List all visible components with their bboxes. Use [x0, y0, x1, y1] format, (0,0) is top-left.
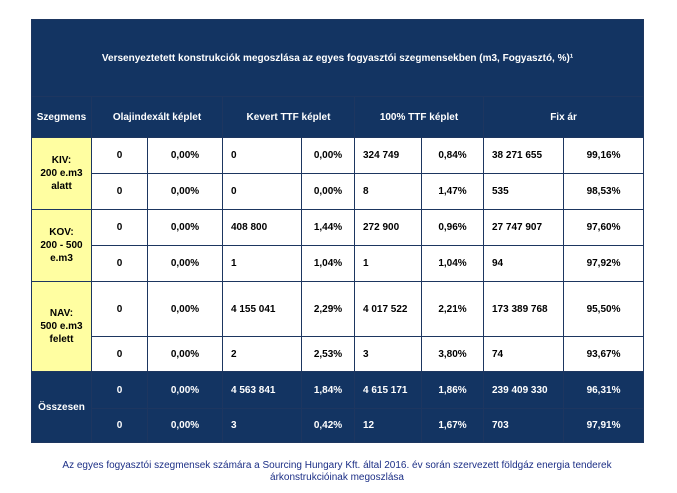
table-cell: 0,00%: [301, 173, 355, 210]
table-cell: 0,00%: [301, 137, 355, 174]
table-cell: 1,47%: [421, 173, 484, 210]
total-cell: 1,67%: [421, 408, 484, 443]
table-cell: 97,60%: [562, 209, 645, 246]
table-cell: 98,53%: [562, 173, 645, 210]
table-cell: 99,16%: [562, 137, 645, 174]
table-cell: 0: [222, 137, 302, 174]
total-cell: 1,84%: [301, 371, 355, 409]
table-row: KIV: 200 e.m3 alatt 0 0,00% 0 0,00% 324 749 0,84…: [31, 137, 645, 210]
table-row: 0 0,00% 2 2,53% 3 3,80% 74 93,67%: [32, 336, 645, 372]
table-cell: 4 155 041: [222, 281, 302, 337]
table-cell: 0: [91, 209, 148, 246]
column-header-row: Szegmens Olajindexált képlet Kevert TTF …: [31, 96, 645, 138]
total-cell: 239 409 330: [483, 371, 564, 409]
table-cell: 0,00%: [147, 173, 223, 210]
table-cell: 3,80%: [421, 336, 484, 372]
table-cell: 0,00%: [147, 281, 223, 337]
total-row: Összesen 0 0,00% 4 563 841 1,84% 4 615 171 1,8…: [31, 371, 645, 443]
table-cell: 27 747 907: [483, 209, 564, 246]
table-cell: 95,50%: [562, 281, 645, 337]
total-cell: 96,31%: [562, 371, 645, 409]
total-rows: Összesen 0 0,00% 4 563 841 1,84% 4 615 171 1,8…: [31, 371, 645, 443]
consumer-segment-table-container: Versenyeztetett konstrukciók megoszlása …: [30, 19, 645, 443]
table-cell: 272 900: [354, 209, 422, 246]
segment-label: NAV: 500 e.m3 felett: [31, 281, 92, 372]
table-cell: 93,67%: [562, 336, 645, 372]
table-cell: 0,00%: [147, 137, 223, 174]
table-row: 0 0,00% 0 0,00% 8 1,47% 535 98,53%: [32, 173, 645, 210]
total-cell: 0,42%: [301, 408, 355, 443]
header-mixed-ttf: Kevert TTF képlet: [222, 96, 355, 138]
table-cell: 1: [222, 245, 302, 282]
table-cell: 0: [91, 281, 148, 337]
table-cell: 2,21%: [421, 281, 484, 337]
table-caption: Az egyes fogyasztói szegmensek számára a…: [62, 460, 612, 483]
table-cell: 0: [91, 336, 148, 372]
table-cell: 0: [91, 245, 148, 282]
table-row: KOV: 200 - 500 e.m3 0 0,00% 408 800 1,44% 272 9…: [31, 209, 645, 282]
table-cell: 0,84%: [421, 137, 484, 174]
table-cell: 0,00%: [147, 209, 223, 246]
total-cell: 3: [222, 408, 302, 443]
segment-label: KOV: 200 - 500 e.m3: [31, 209, 92, 282]
table-cell: 1: [354, 245, 422, 282]
total-cell: 97,91%: [562, 408, 645, 443]
total-cell: 0: [91, 408, 148, 443]
table-cell: 38 271 655: [483, 137, 564, 174]
table-cell: 0: [222, 173, 302, 210]
table-cell: 535: [483, 173, 564, 210]
table-cell: 1,44%: [301, 209, 355, 246]
total-cell: 0,00%: [147, 408, 223, 443]
total-cell: 4 563 841: [222, 371, 302, 409]
header-segment: Szegmens: [31, 96, 92, 138]
consumer-segment-table: Versenyeztetett konstrukciók megoszlása …: [30, 19, 645, 443]
table-cell: 2,53%: [301, 336, 355, 372]
table-cell: 8: [354, 173, 422, 210]
total-cell: 1,86%: [421, 371, 484, 409]
table-cell: 0: [91, 173, 148, 210]
total-cell: 12: [354, 408, 422, 443]
table-cell: 0,00%: [147, 245, 223, 282]
total-label: Összesen: [31, 371, 92, 443]
total-cell: 703: [483, 408, 564, 443]
table-cell: 4 017 522: [354, 281, 422, 337]
table-cell: 173 389 768: [483, 281, 564, 337]
total-cell: 0,00%: [147, 371, 223, 409]
table-cell: 97,92%: [562, 245, 645, 282]
table-cell: 74: [483, 336, 564, 372]
table-row: NAV: 500 e.m3 felett 0 0,00% 4 155 041 2,29% 4 …: [31, 281, 645, 372]
table-title: Versenyeztetett konstrukciók megoszlása …: [30, 19, 645, 97]
total-cell: 4 615 171: [354, 371, 422, 409]
total-cell: 0: [91, 371, 148, 409]
table-row: 0 0,00% 1 1,04% 1 1,04% 94 97,92%: [32, 245, 645, 282]
segment-rows: KIV: 200 e.m3 alatt 0 0,00% 0 0,00% 324 749 0,84…: [31, 137, 645, 372]
table-cell: 0: [91, 137, 148, 174]
table-cell: 2,29%: [301, 281, 355, 337]
header-100-ttf: 100% TTF képlet: [354, 96, 484, 138]
table-cell: 1,04%: [421, 245, 484, 282]
table-cell: 2: [222, 336, 302, 372]
segment-label: KIV: 200 e.m3 alatt: [31, 137, 92, 210]
header-fixed-price: Fix ár: [482, 96, 645, 138]
table-cell: 324 749: [354, 137, 422, 174]
table-cell: 94: [483, 245, 564, 282]
table-cell: 3: [354, 336, 422, 372]
table-cell: 0,96%: [421, 209, 484, 246]
table-cell: 1,04%: [301, 245, 355, 282]
header-oil-indexed: Olajindexált képlet: [91, 96, 223, 138]
total-row: 0 0,00% 3 0,42% 12 1,67% 703 97,91%: [32, 408, 645, 443]
table-cell: 0,00%: [147, 336, 223, 372]
table-cell: 408 800: [222, 209, 302, 246]
